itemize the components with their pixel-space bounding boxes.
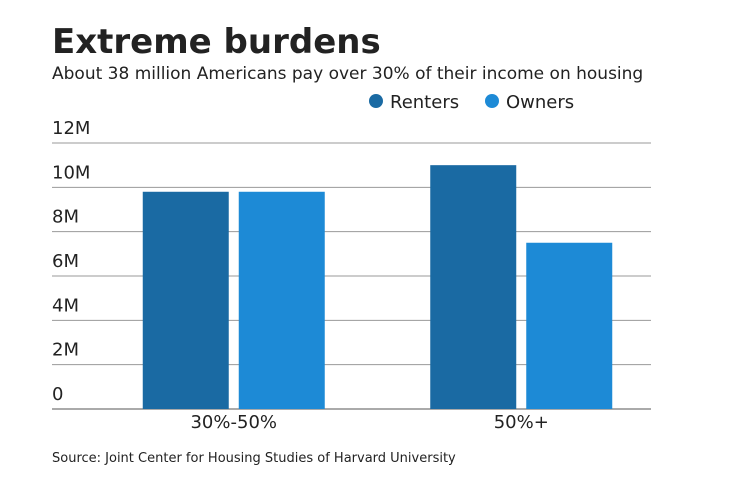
y-tick-label: 10M <box>52 162 90 183</box>
y-tick-label: 12M <box>52 118 90 139</box>
x-tick-label: 50%+ <box>494 412 549 433</box>
y-tick-label: 2M <box>52 340 79 361</box>
legend-marker <box>369 94 383 108</box>
legend-marker <box>485 94 499 108</box>
bar <box>238 191 325 409</box>
y-tick-label: 0 <box>52 384 63 405</box>
legend-label: Owners <box>506 92 574 113</box>
x-tick-label: 30%-50% <box>190 412 277 433</box>
source-note: Source: Joint Center for Housing Studies… <box>52 451 456 466</box>
chart-title: Extreme burdens <box>52 22 381 62</box>
bar <box>430 165 517 409</box>
bar <box>142 191 229 409</box>
y-tick-label: 6M <box>52 251 79 272</box>
bar <box>526 242 613 409</box>
y-tick-label: 4M <box>52 295 79 316</box>
chart-subtitle: About 38 million Americans pay over 30% … <box>52 64 643 84</box>
legend-label: Renters <box>390 92 459 113</box>
y-tick-label: 8M <box>52 207 79 228</box>
